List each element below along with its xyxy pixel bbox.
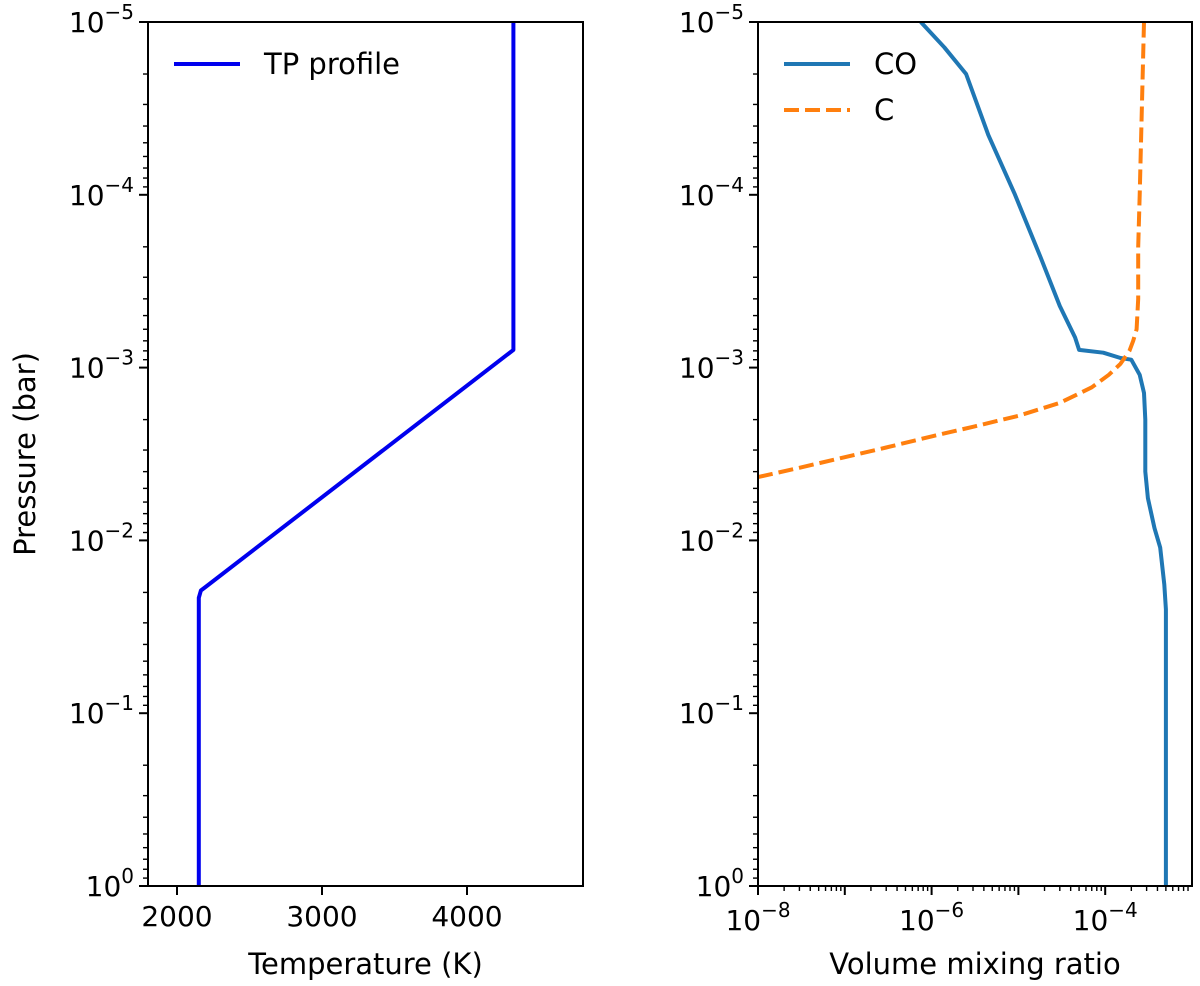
x-tick-label: 10−8 — [725, 898, 790, 937]
y-tick-label: 10−1 — [69, 691, 134, 730]
legend-label: CO — [874, 47, 917, 81]
y-tick-label: 10−5 — [69, 0, 134, 39]
x-tick-label: 10−6 — [899, 898, 964, 937]
y-tick-label: 10−2 — [679, 518, 744, 557]
y-tick-label: 10−5 — [679, 0, 744, 39]
y-axis-label: Pressure (bar) — [8, 352, 42, 556]
x-axis-label: Temperature (K) — [247, 947, 483, 981]
series-group — [196, 22, 516, 886]
y-tick-label: 10−3 — [679, 346, 744, 385]
y-tick-label: 10−2 — [69, 518, 134, 557]
axes-frame — [147, 21, 584, 887]
y-tick-label: 100 — [86, 864, 134, 903]
series-line-co — [919, 22, 1168, 886]
x-tick-label: 4000 — [431, 900, 502, 933]
x-axis-label: Volume mixing ratio — [829, 947, 1120, 981]
y-tick-label: 10−4 — [69, 173, 134, 212]
y-tick-label: 10−3 — [69, 346, 134, 385]
series-line-tp-profile — [196, 22, 516, 886]
x-tick-label: 10−4 — [1073, 898, 1138, 937]
legend-label: C — [874, 93, 894, 127]
y-tick-label: 10−1 — [679, 691, 744, 730]
legend-label: TP profile — [263, 47, 400, 81]
y-tick-label: 100 — [696, 864, 744, 903]
y-tick-label: 10−4 — [679, 173, 744, 212]
series-line-c — [758, 22, 1146, 480]
x-tick-label: 2000 — [141, 900, 212, 933]
x-tick-label: 3000 — [286, 900, 357, 933]
series-group — [758, 22, 1168, 886]
axes-frame — [757, 21, 1193, 887]
